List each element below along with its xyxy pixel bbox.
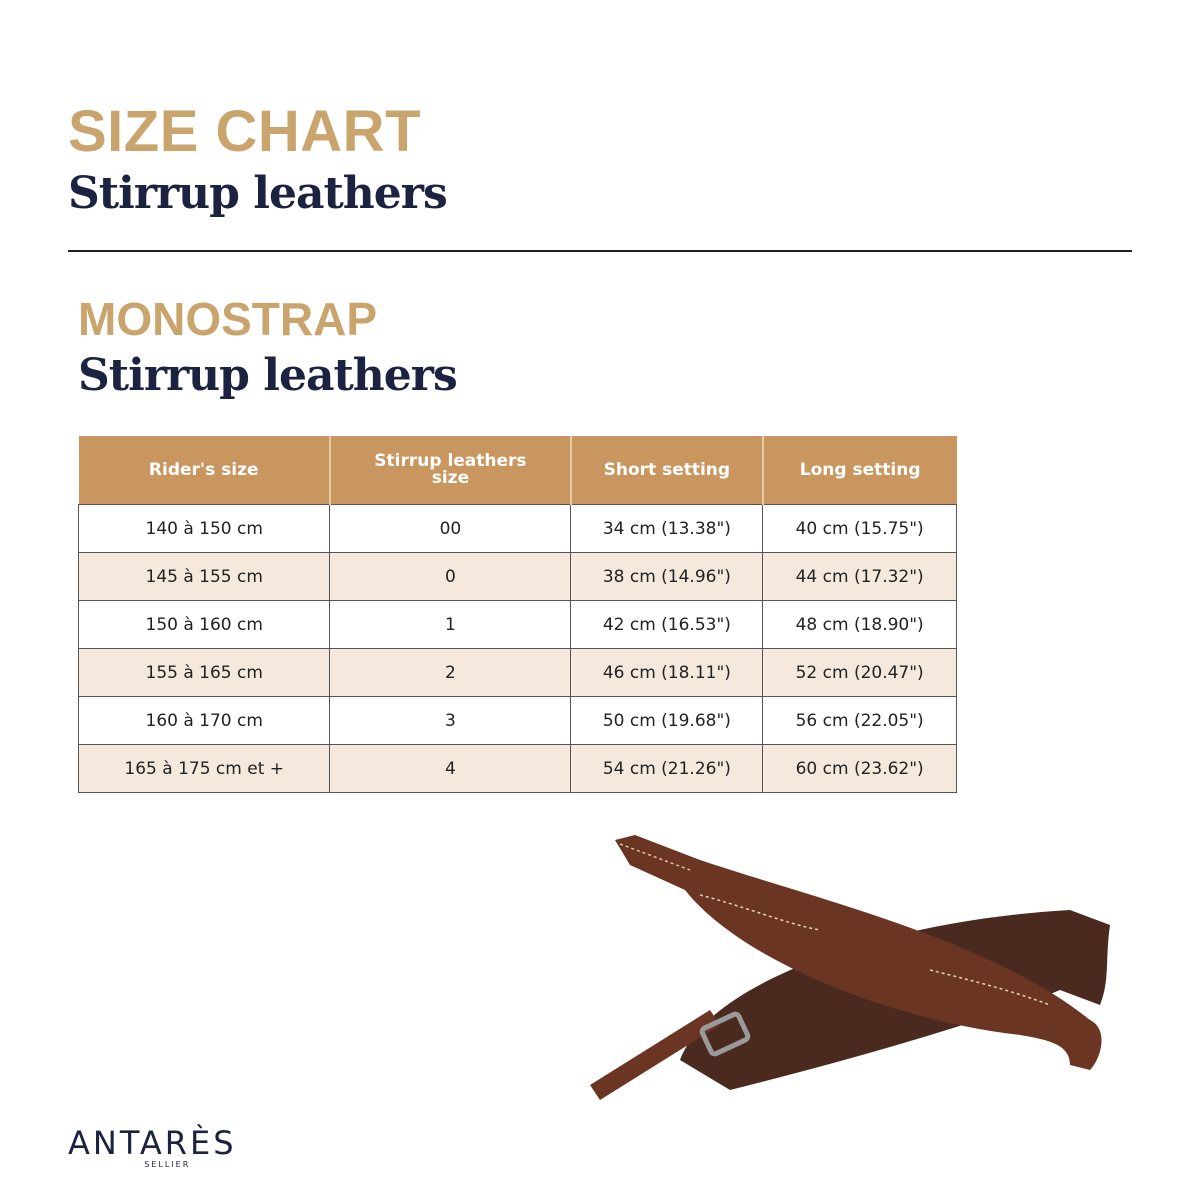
table-cell: 52 cm (20.47") — [762, 648, 957, 697]
table-cell: 56 cm (22.05") — [762, 696, 957, 745]
section-title: MONOSTRAP — [78, 293, 377, 345]
table-header: Rider's size Stirrup leathers size Short s… — [78, 436, 957, 505]
size-table: Rider's size Stirrup leathers size Short s… — [77, 436, 957, 793]
table-cell: 2 — [329, 648, 572, 697]
table-cell: 0 — [329, 552, 572, 601]
table-cell: 145 à 155 cm — [77, 552, 331, 601]
table-cell: 160 à 170 cm — [77, 696, 331, 745]
table-cell: 155 à 165 cm — [77, 648, 331, 697]
column-header: Stirrup leathers size — [328, 436, 571, 505]
table-cell: 46 cm (18.11") — [570, 648, 764, 697]
page-title: SIZE CHART — [68, 99, 421, 164]
table-row: 150 à 160 cm 1 42 cm (16.53") 48 cm (18.90"… — [77, 600, 957, 649]
table-cell: 1 — [329, 600, 572, 649]
table-row: 140 à 150 cm 00 34 cm (13.38") 40 cm (15.75… — [77, 504, 957, 553]
table-cell: 3 — [329, 696, 572, 745]
antares-logo: ANTARÈS SELLIER — [68, 1124, 237, 1169]
table-cell: 150 à 160 cm — [77, 600, 331, 649]
table-cell: 50 cm (19.68") — [570, 696, 764, 745]
table-row: 160 à 170 cm 3 50 cm (19.68") 56 cm (22.05"… — [77, 696, 957, 745]
table-cell: 38 cm (14.96") — [570, 552, 764, 601]
table-cell: 4 — [329, 744, 572, 793]
logo-name: ANTARÈS — [68, 1124, 237, 1162]
stirrup-leather-image — [590, 835, 1110, 1100]
logo-sub: SELLIER — [144, 1160, 191, 1169]
section-subtitle: Stirrup leathers — [78, 350, 458, 401]
table-row: 145 à 155 cm 0 38 cm (14.96") 44 cm (17.32"… — [77, 552, 957, 601]
table-cell: 140 à 150 cm — [77, 504, 331, 553]
column-header: Short setting — [569, 436, 763, 505]
table-cell: 54 cm (21.26") — [570, 744, 764, 793]
table-cell: 44 cm (17.32") — [762, 552, 957, 601]
table-cell: 60 cm (23.62") — [762, 744, 957, 793]
table-row: 165 à 175 cm et +4 54 cm (21.26") 60 cm (2… — [77, 744, 957, 793]
divider — [68, 250, 1132, 252]
table-cell: 34 cm (13.38") — [570, 504, 764, 553]
column-header: Rider's size — [78, 436, 330, 505]
table-cell: 42 cm (16.53") — [570, 600, 764, 649]
table-cell: 165 à 175 cm et + — [77, 744, 331, 793]
table-cell: 48 cm (18.90") — [762, 600, 957, 649]
page-subtitle: Stirrup leathers — [68, 168, 448, 219]
table-cell: 40 cm (15.75") — [762, 504, 957, 553]
table-row: 155 à 165 cm 2 46 cm (18.11") 52 cm (20.47"… — [77, 648, 957, 697]
table-cell: 00 — [329, 504, 572, 553]
column-header: Long setting — [761, 436, 957, 505]
